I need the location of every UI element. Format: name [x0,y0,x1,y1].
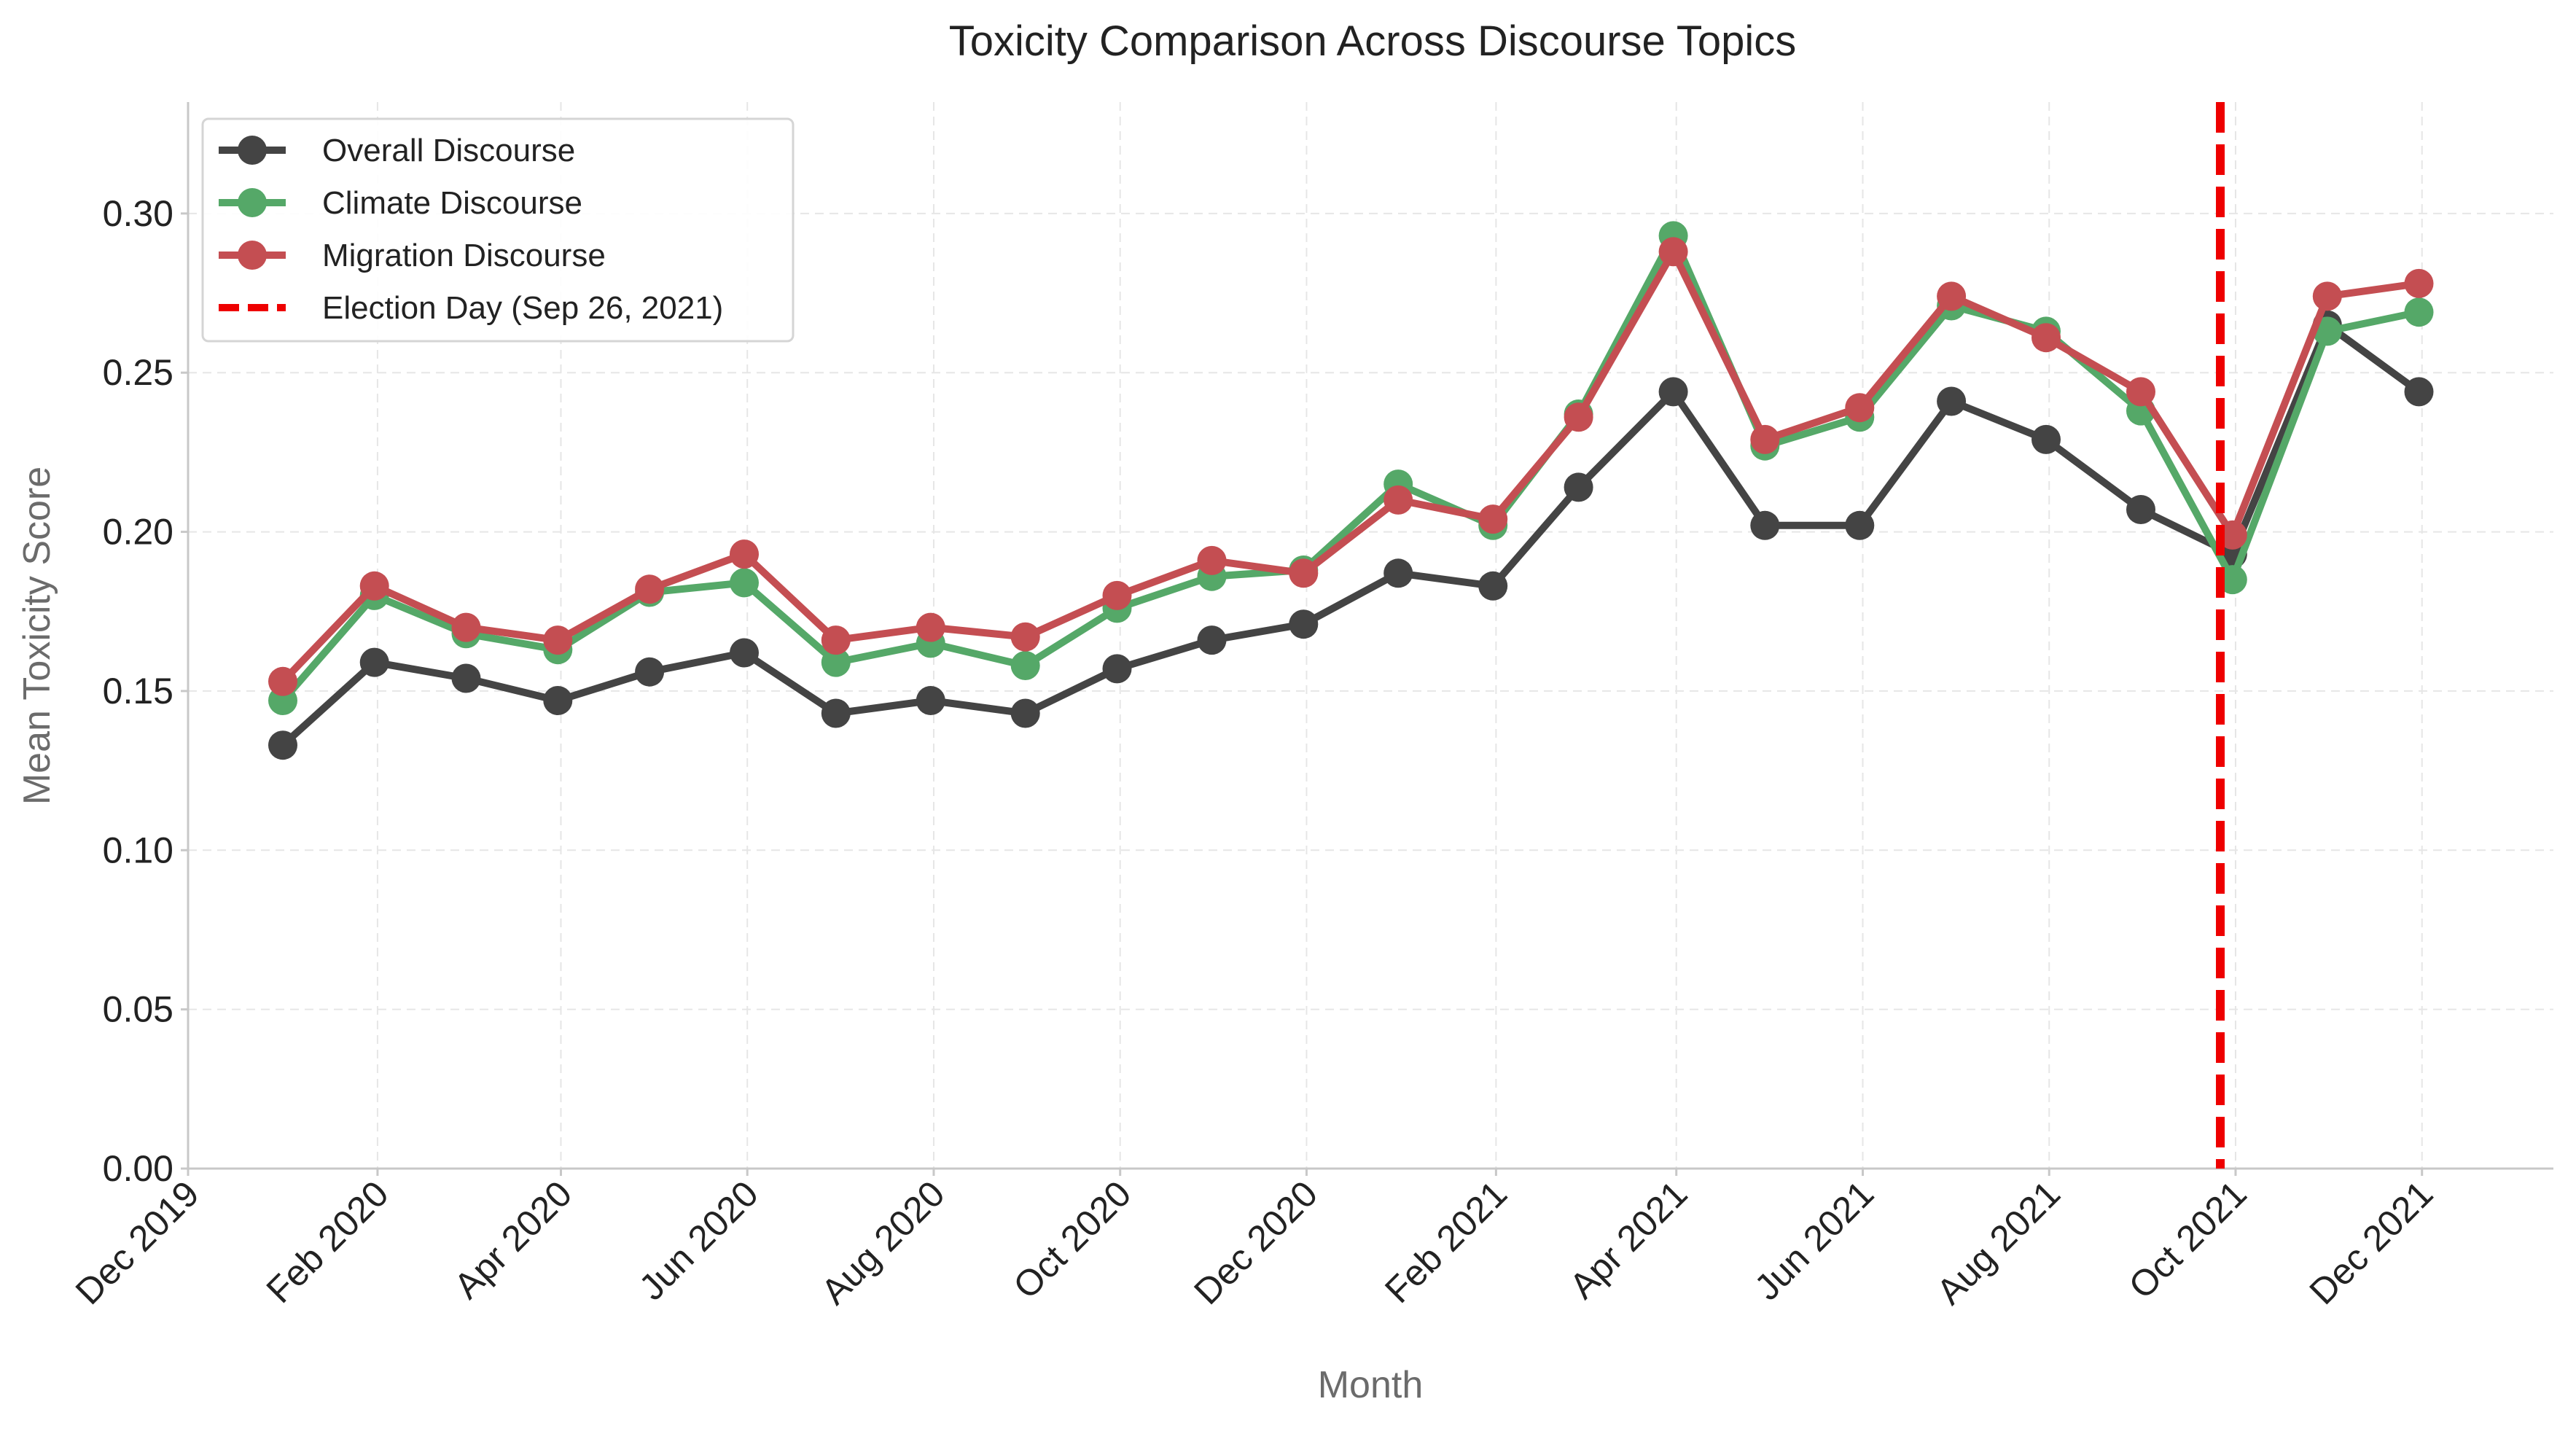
x-tick-label: Oct 2020 [1005,1173,1139,1306]
data-point [1478,504,1508,534]
data-point [1197,545,1227,575]
data-point [2126,377,2155,407]
data-point [1845,510,1875,540]
data-point [2404,268,2434,298]
series-line [279,321,2423,749]
x-tick-label: Dec 2021 [2302,1173,2441,1312]
legend-entry: Migration Discourse [219,238,606,273]
y-tick-label: 0.00 [103,1148,173,1189]
legend-entry: Election Day (Sep 26, 2021) [219,290,723,326]
data-point [2217,565,2247,595]
data-point [2031,323,2061,353]
x-tick-label: Dec 2020 [1186,1173,1325,1312]
series-layer [268,221,2434,760]
data-point [1010,651,1040,680]
data-point [2312,281,2342,311]
x-axis-label: Month [1318,1364,1424,1406]
data-point [543,686,573,715]
data-point [1750,424,1780,454]
data-point [2031,424,2061,454]
data-point [268,730,297,760]
data-point [821,698,851,728]
y-tick-label: 0.25 [103,352,173,393]
data-point [1937,281,1967,311]
data-point [730,568,759,598]
legend-label: Climate Discourse [322,185,582,221]
data-point [268,666,297,696]
legend-marker [238,188,267,217]
data-point [635,657,665,687]
data-point [730,539,759,569]
y-tick-label: 0.05 [103,989,173,1030]
data-point [1564,472,1593,502]
legend-entry: Climate Discourse [219,185,582,221]
data-point [1010,698,1040,728]
data-point [1383,558,1413,588]
data-point [730,638,759,668]
data-point [2404,377,2434,407]
data-point [1289,609,1319,639]
axes-spines [187,102,2553,1170]
legend-marker [238,136,267,165]
x-tick-label: Jun 2021 [1746,1173,1881,1308]
data-point [1102,654,1132,684]
data-point [1102,580,1132,610]
data-point [1197,625,1227,655]
data-point [2126,495,2155,524]
data-point [821,625,851,655]
data-point [821,647,851,677]
x-tick-label: Aug 2021 [1929,1173,2068,1312]
legend-frame [201,117,795,343]
x-axis: Dec 2019 Feb 2020 Apr 2020 Jun 2020 Aug 2020… [68,1169,2441,1312]
y-tick-label: 0.30 [103,193,173,234]
data-point [543,625,573,655]
data-point [1010,622,1040,652]
data-point [1658,377,1688,407]
x-tick-label: Oct 2021 [2121,1173,2255,1306]
data-point [1289,558,1319,588]
chart-title: Toxicity Comparison Across Discourse Top… [949,17,1797,65]
y-axis: 0.00 0.05 0.10 0.15 0.20 0.25 0.30 [103,193,188,1189]
data-point [359,647,389,677]
legend-entry: Overall Discourse [219,133,575,168]
y-tick-label: 0.10 [103,830,173,870]
legend-marker [238,241,267,270]
data-point [1383,485,1413,515]
x-tick-label: Apr 2021 [1561,1173,1695,1306]
data-point [1564,402,1593,432]
y-tick-label: 0.20 [103,512,173,553]
data-point [1478,571,1508,601]
legend-label: Migration Discourse [322,238,606,273]
y-axis-label: Mean Toxicity Score [16,467,58,805]
x-tick-label: Jun 2020 [631,1173,766,1308]
x-tick-label: Aug 2020 [813,1173,953,1312]
data-point [1845,393,1875,423]
data-point [2217,520,2247,550]
x-tick-label: Feb 2020 [259,1173,397,1311]
data-point [2404,297,2434,327]
data-point [635,574,665,604]
data-point [1937,386,1967,416]
data-point [916,612,945,642]
data-point [916,686,945,715]
legend-label: Election Day (Sep 26, 2021) [322,290,723,326]
legend: Overall Discourse Climate Discourse Migrat… [201,117,795,343]
x-tick-label: Dec 2019 [68,1173,207,1312]
series-line [279,248,2423,685]
data-point [1658,237,1688,267]
y-tick-label: 0.15 [103,671,173,711]
legend-label: Overall Discourse [322,133,575,168]
x-tick-label: Feb 2021 [1377,1173,1515,1311]
series-3 [268,237,2434,696]
data-point [451,663,481,693]
x-tick-label: Apr 2020 [446,1173,579,1306]
data-point [1750,510,1780,540]
data-point [359,571,389,601]
data-point [451,612,481,642]
